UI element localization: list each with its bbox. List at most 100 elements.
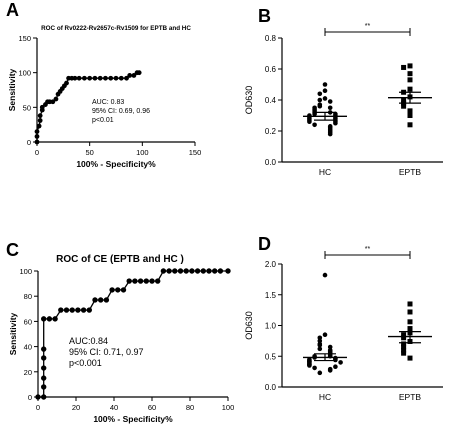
chart-title: ROC of Rv0222-Rv2657c-Rv1509 for EPTB an… (41, 25, 191, 32)
data-point-eptb (401, 103, 407, 109)
x-axis-label: 100% - Specificity% (93, 414, 173, 424)
roc-point (217, 268, 224, 274)
data-point-hc (327, 368, 333, 373)
roc-point (50, 99, 56, 105)
roc-point (86, 307, 93, 313)
data-point-hc (327, 131, 333, 137)
x-tick-label: 150 (189, 148, 202, 157)
data-point-hc (317, 91, 323, 97)
data-point-eptb (401, 335, 407, 341)
roc-panel-a: A ROC of Rv0222-Rv2657c-Rv1509 for EPTB a… (6, 0, 201, 169)
data-point-hc (333, 357, 338, 363)
data-point-eptb (401, 97, 407, 103)
roc-point (160, 268, 167, 274)
panel-label: A (6, 0, 19, 20)
x-tick-label: 40 (110, 403, 118, 412)
x-tick-label: 80 (186, 403, 194, 412)
data-point-eptb (407, 77, 413, 83)
data-point-hc (322, 272, 328, 278)
data-point-eptb (407, 355, 413, 361)
roc-point (87, 75, 93, 81)
roc-point (75, 307, 81, 313)
x-tick-label: 0 (35, 148, 39, 157)
y-tick-label: 100 (19, 267, 32, 276)
panel-label: B (258, 6, 271, 26)
data-point-hc (317, 97, 323, 103)
data-point-hc (312, 365, 317, 371)
auc-annotation-line: p<0.01 (92, 117, 114, 124)
data-point-eptb (401, 332, 407, 338)
data-point-hc (317, 103, 323, 109)
y-tick-label: 20 (24, 368, 32, 377)
auc-annotation-line: AUC: 0.83 (92, 99, 124, 106)
data-point-eptb (407, 71, 413, 77)
data-point-hc (333, 364, 338, 370)
data-point-eptb (407, 122, 413, 128)
significance-label: ** (365, 23, 371, 30)
roc-point (36, 123, 42, 129)
roc-point (52, 316, 58, 322)
y-tick-label: 0.6 (265, 65, 277, 74)
panel-label: D (258, 234, 271, 254)
y-axis-label: Sensitivity (7, 68, 17, 111)
roc-point (35, 394, 41, 400)
roc-point (194, 268, 201, 274)
data-point-hc (317, 342, 323, 348)
y-tick-label: 0 (28, 393, 32, 402)
roc-point (103, 297, 110, 303)
y-tick-label: 1.5 (265, 291, 277, 300)
data-point-hc (333, 120, 338, 126)
roc-point (108, 75, 114, 81)
roc-point (76, 75, 82, 81)
data-point-hc (327, 99, 333, 104)
roc-point (58, 307, 64, 313)
roc-point (149, 278, 155, 284)
dotplot-panel-b: B 0.0 0.2 0.4 0.6 0.8 OD630 HC EPTB ** (244, 6, 443, 177)
roc-panel-c: C ROC of CE (EPTB and HC ) 0 20 40 60 80 100 0 20… (6, 240, 234, 424)
data-point-eptb (407, 319, 413, 325)
roc-point (155, 278, 161, 284)
data-point-hc (307, 363, 312, 368)
x-category-label: HC (319, 392, 331, 402)
data-point-hc (312, 122, 317, 128)
roc-point (41, 394, 47, 400)
roc-point (132, 278, 138, 284)
panel-label: C (6, 240, 19, 260)
roc-point (109, 287, 115, 293)
y-tick-label: 0.8 (265, 34, 277, 43)
roc-point (34, 139, 40, 145)
y-tick-label: 0 (27, 138, 31, 147)
y-tick-label: 100 (18, 69, 31, 78)
x-tick-label: 60 (148, 403, 156, 412)
data-point-hc (317, 346, 323, 352)
data-point-hc (338, 360, 343, 365)
roc-point (41, 316, 47, 322)
roc-point (92, 297, 98, 303)
data-point-eptb (407, 309, 413, 315)
data-point-eptb (401, 350, 407, 356)
roc-point (41, 384, 47, 390)
roc-point (97, 75, 103, 81)
x-tick-label: 0 (36, 403, 40, 412)
y-axis-label: Sensitivity (8, 312, 18, 355)
data-point-eptb (407, 86, 413, 92)
chart-title: ROC of CE (EPTB and HC ) (56, 254, 184, 265)
roc-point (37, 113, 43, 119)
roc-point (137, 278, 144, 284)
roc-point (34, 129, 40, 135)
data-point-eptb (407, 113, 413, 118)
y-tick-label: 1.0 (265, 322, 277, 331)
roc-point (225, 268, 231, 274)
roc-point (183, 268, 189, 274)
x-axis-label: 100% - Specificity% (76, 159, 156, 169)
roc-point (212, 268, 218, 274)
roc-point (69, 307, 75, 313)
roc-point (189, 268, 195, 274)
roc-point (98, 297, 104, 303)
data-point-eptb (401, 344, 407, 350)
y-tick-label: 0.2 (265, 127, 277, 136)
roc-point (46, 316, 53, 322)
roc-point (41, 355, 47, 361)
data-point-eptb (401, 64, 407, 70)
y-axis-label: OD630 (244, 86, 254, 115)
